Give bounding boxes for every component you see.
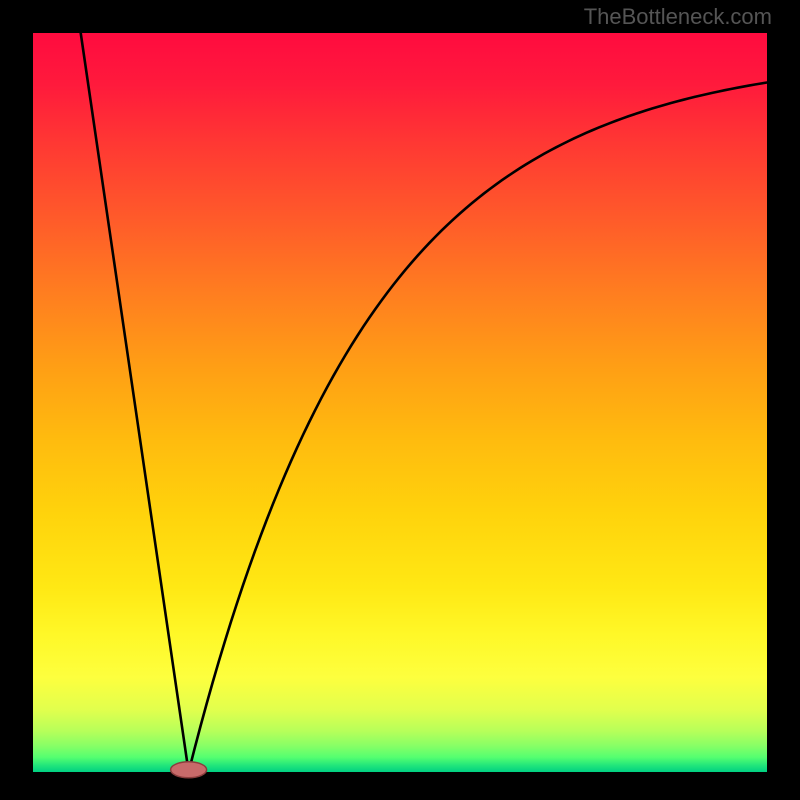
plot-area <box>33 33 767 772</box>
chart-svg <box>0 0 800 800</box>
vertex-marker <box>171 762 207 778</box>
watermark-text: TheBottleneck.com <box>584 4 772 30</box>
chart-stage: TheBottleneck.com <box>0 0 800 800</box>
